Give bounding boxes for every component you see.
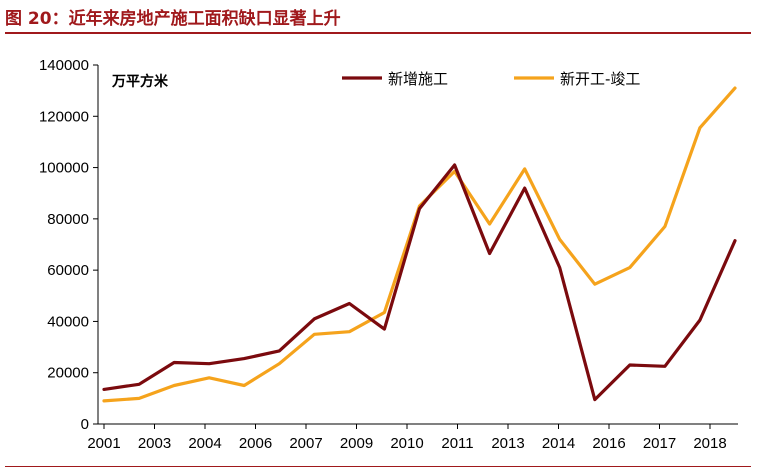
x-tick-label: 2007 xyxy=(289,435,322,452)
x-tick-label: 2014 xyxy=(542,435,575,452)
y-tick-label: 0 xyxy=(81,416,89,433)
y-tick-label: 120000 xyxy=(39,108,89,125)
series-layer xyxy=(102,86,737,403)
unit-label: 万平方米 xyxy=(111,73,169,90)
legend: 新增施工 新开工-竣工 xyxy=(342,70,640,88)
x-tick-label: 2010 xyxy=(390,435,423,452)
y-tick-label: 20000 xyxy=(47,365,89,382)
y-tick-label: 140000 xyxy=(39,57,89,74)
x-tick-label: 2001 xyxy=(87,435,120,452)
legend-label-2: 新开工-竣工 xyxy=(560,70,640,88)
y-tick-label: 60000 xyxy=(47,262,89,279)
legend-label-1: 新增施工 xyxy=(388,70,448,88)
x-tick-label: 2003 xyxy=(138,435,171,452)
figure-title: 图 20：近年来房地产施工面积缺口显著上升 xyxy=(5,9,341,29)
x-tick-label: 2011 xyxy=(441,435,473,452)
y-tick-label: 40000 xyxy=(47,313,89,330)
x-tick-label: 2016 xyxy=(592,435,625,452)
y-tick-label: 100000 xyxy=(39,160,89,177)
title-rule xyxy=(5,32,751,34)
bottom-rule xyxy=(5,466,751,467)
y-tick-label: 80000 xyxy=(47,211,89,228)
x-tick-label: 2006 xyxy=(239,435,272,452)
axes: 0 20000 40000 60000 80000 100000 120000 140000 2… xyxy=(39,57,738,452)
x-tick-label: 2018 xyxy=(693,435,726,452)
series-line-2 xyxy=(102,86,737,403)
x-tick-label: 2013 xyxy=(491,435,524,452)
x-tick-label: 2017 xyxy=(643,435,676,452)
series-line-1 xyxy=(102,163,737,402)
x-tick-label: 2004 xyxy=(188,435,221,452)
x-tick-label: 2009 xyxy=(340,435,373,452)
